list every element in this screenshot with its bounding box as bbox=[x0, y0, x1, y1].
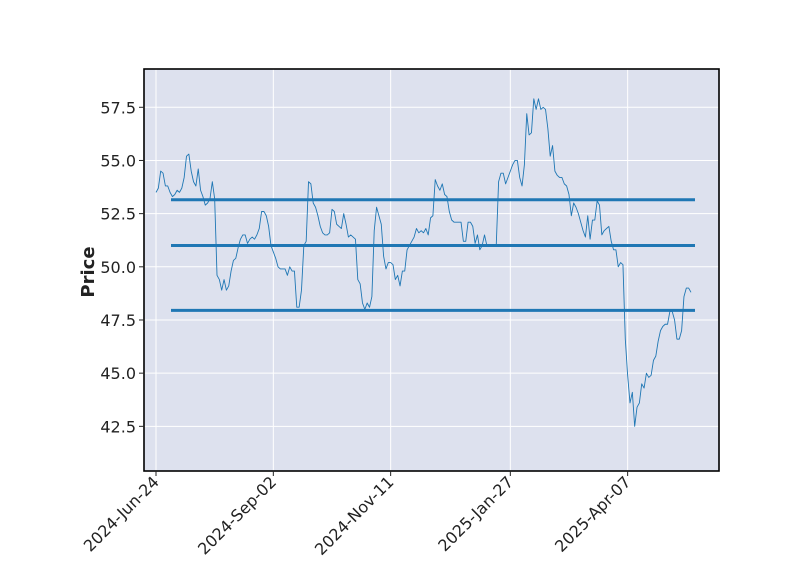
plot-area bbox=[144, 69, 719, 471]
x-tick-label: 2024-Jun-24 bbox=[80, 472, 163, 555]
grid-lines bbox=[144, 69, 719, 471]
x-tick-label: 2024-Sep-02 bbox=[194, 472, 280, 558]
y-tick-label: 42.5 bbox=[100, 417, 136, 436]
y-tick-label: 57.5 bbox=[100, 98, 136, 117]
y-tick-label: 47.5 bbox=[100, 311, 136, 330]
x-tick-label: 2025-Apr-07 bbox=[551, 472, 634, 555]
x-tick-label: 2025-Jan-27 bbox=[434, 472, 517, 555]
x-tick-label: 2024-Nov-11 bbox=[311, 472, 398, 559]
y-tick-label: 55.0 bbox=[100, 151, 136, 170]
y-tick-label: 45.0 bbox=[100, 364, 136, 383]
y-axis-ticks: 42.5 45.0 47.5 50.0 52.5 55.0 57.5 bbox=[100, 98, 144, 436]
horizontal-levels bbox=[171, 198, 695, 312]
price-line bbox=[155, 98, 692, 427]
x-axis-ticks: 2024-Jun-24 2024-Sep-02 2024-Nov-11 2025-Ja… bbox=[80, 471, 634, 559]
y-tick-label: 52.5 bbox=[100, 205, 136, 224]
y-tick-label: 50.0 bbox=[100, 258, 136, 277]
y-axis-label: Price bbox=[78, 246, 99, 297]
price-series bbox=[155, 98, 692, 427]
plot-frame bbox=[143, 68, 720, 472]
